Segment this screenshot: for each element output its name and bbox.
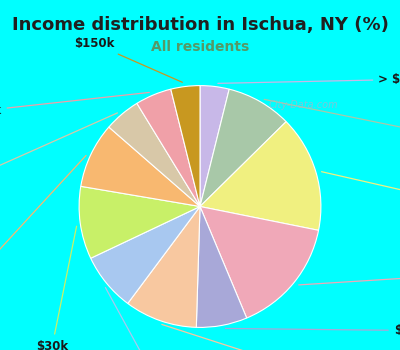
Wedge shape (137, 89, 200, 206)
Wedge shape (128, 206, 200, 327)
Text: $20k: $20k (0, 92, 149, 117)
Text: $75k: $75k (0, 155, 86, 278)
Wedge shape (200, 122, 321, 230)
Text: $10k: $10k (0, 113, 118, 185)
Wedge shape (200, 89, 286, 206)
Text: $40k: $40k (162, 324, 341, 350)
Wedge shape (200, 206, 318, 318)
Text: $125k: $125k (105, 287, 181, 350)
Wedge shape (196, 206, 247, 327)
Text: $150k: $150k (74, 37, 182, 82)
Text: $60k: $60k (264, 99, 400, 139)
Wedge shape (171, 86, 200, 206)
Wedge shape (79, 186, 200, 258)
Wedge shape (200, 86, 229, 206)
Wedge shape (91, 206, 200, 303)
Wedge shape (109, 103, 200, 206)
Text: $100k: $100k (322, 172, 400, 205)
Text: Income distribution in Ischua, NY (%): Income distribution in Ischua, NY (%) (12, 16, 388, 34)
Text: City-Data.com: City-Data.com (268, 100, 338, 110)
Text: $30k: $30k (36, 226, 77, 350)
Wedge shape (81, 127, 200, 206)
Text: $50k: $50k (299, 270, 400, 285)
Text: All residents: All residents (151, 40, 249, 54)
Text: $200k: $200k (225, 324, 400, 337)
Text: > $200k: > $200k (218, 73, 400, 86)
